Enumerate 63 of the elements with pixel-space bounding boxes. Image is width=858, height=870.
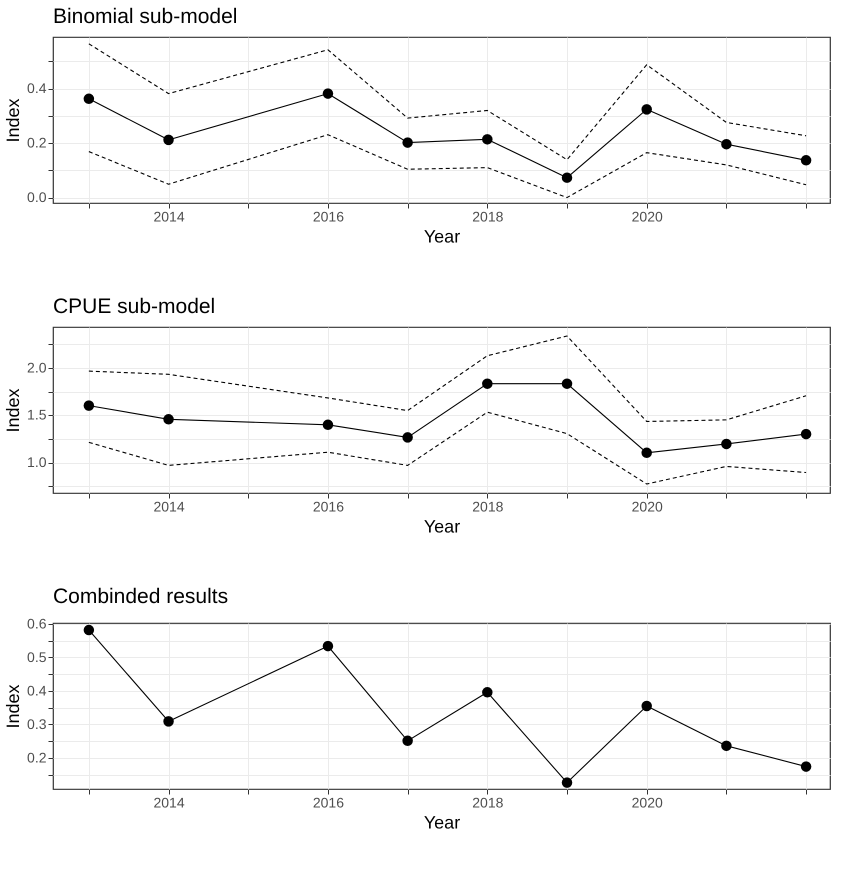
x-tick-label: 2016 xyxy=(312,208,344,224)
chart-title: Binomial sub-model xyxy=(53,5,238,28)
x-axis-title: Year xyxy=(424,516,460,536)
y-tick-label: 2.0 xyxy=(27,359,47,376)
x-axis-title: Year xyxy=(424,812,460,832)
x-tick-label: 2014 xyxy=(153,794,185,810)
y-tick-label: 0.3 xyxy=(27,716,47,732)
y-tick-label: 0.5 xyxy=(27,648,47,665)
x-tick-label: 2018 xyxy=(472,208,504,224)
y-axis-title: Index xyxy=(3,388,24,433)
y-tick-label: 0.2 xyxy=(27,134,47,151)
point xyxy=(163,414,174,425)
point xyxy=(721,438,732,450)
y-tick-label: 0.0 xyxy=(27,189,47,206)
x-tick-label: 2014 xyxy=(153,208,185,224)
x-tick-label: 2016 xyxy=(312,498,344,514)
x-tick-label: 2018 xyxy=(472,498,504,514)
y-tick-label: 0.2 xyxy=(27,749,47,766)
point xyxy=(641,104,652,115)
x-axis-title: Year xyxy=(424,226,460,246)
point xyxy=(800,428,812,440)
y-tick-label: 0.4 xyxy=(27,80,47,96)
point xyxy=(721,138,732,150)
x-tick-label: 2020 xyxy=(632,208,663,224)
point xyxy=(562,172,572,183)
point xyxy=(402,736,413,746)
x-tick-label: 2020 xyxy=(632,794,663,810)
point xyxy=(482,687,493,698)
line-series xyxy=(88,43,807,160)
chart-title: Combinded results xyxy=(53,585,228,608)
point xyxy=(402,432,413,443)
point xyxy=(322,420,334,430)
y-axis-title: Index xyxy=(3,684,24,729)
point xyxy=(84,624,94,636)
point xyxy=(800,761,812,772)
point xyxy=(641,448,652,458)
point xyxy=(84,94,94,104)
point xyxy=(482,134,493,145)
point xyxy=(482,378,493,389)
line-series xyxy=(88,335,807,422)
y-axis-title: Index xyxy=(3,98,24,143)
point xyxy=(641,700,652,712)
x-tick-label: 2016 xyxy=(312,794,344,810)
point xyxy=(721,740,732,752)
point xyxy=(163,134,174,146)
point xyxy=(562,777,572,788)
x-tick-label: 2018 xyxy=(472,794,504,810)
y-tick-label: 0.6 xyxy=(27,616,47,632)
y-tick-label: 1.0 xyxy=(27,454,47,470)
line-series xyxy=(88,134,807,198)
chart-title: CPUE sub-model xyxy=(53,295,216,318)
point xyxy=(562,378,572,389)
point xyxy=(163,716,174,727)
point xyxy=(402,137,413,148)
y-tick-label: 1.5 xyxy=(27,406,47,423)
x-tick-label: 2020 xyxy=(632,498,663,514)
y-tick-label: 0.4 xyxy=(27,682,47,698)
line-series xyxy=(88,412,807,485)
point xyxy=(84,400,94,411)
x-tick-label: 2014 xyxy=(153,498,185,514)
point xyxy=(322,640,334,652)
point xyxy=(322,88,334,99)
point xyxy=(800,155,812,166)
